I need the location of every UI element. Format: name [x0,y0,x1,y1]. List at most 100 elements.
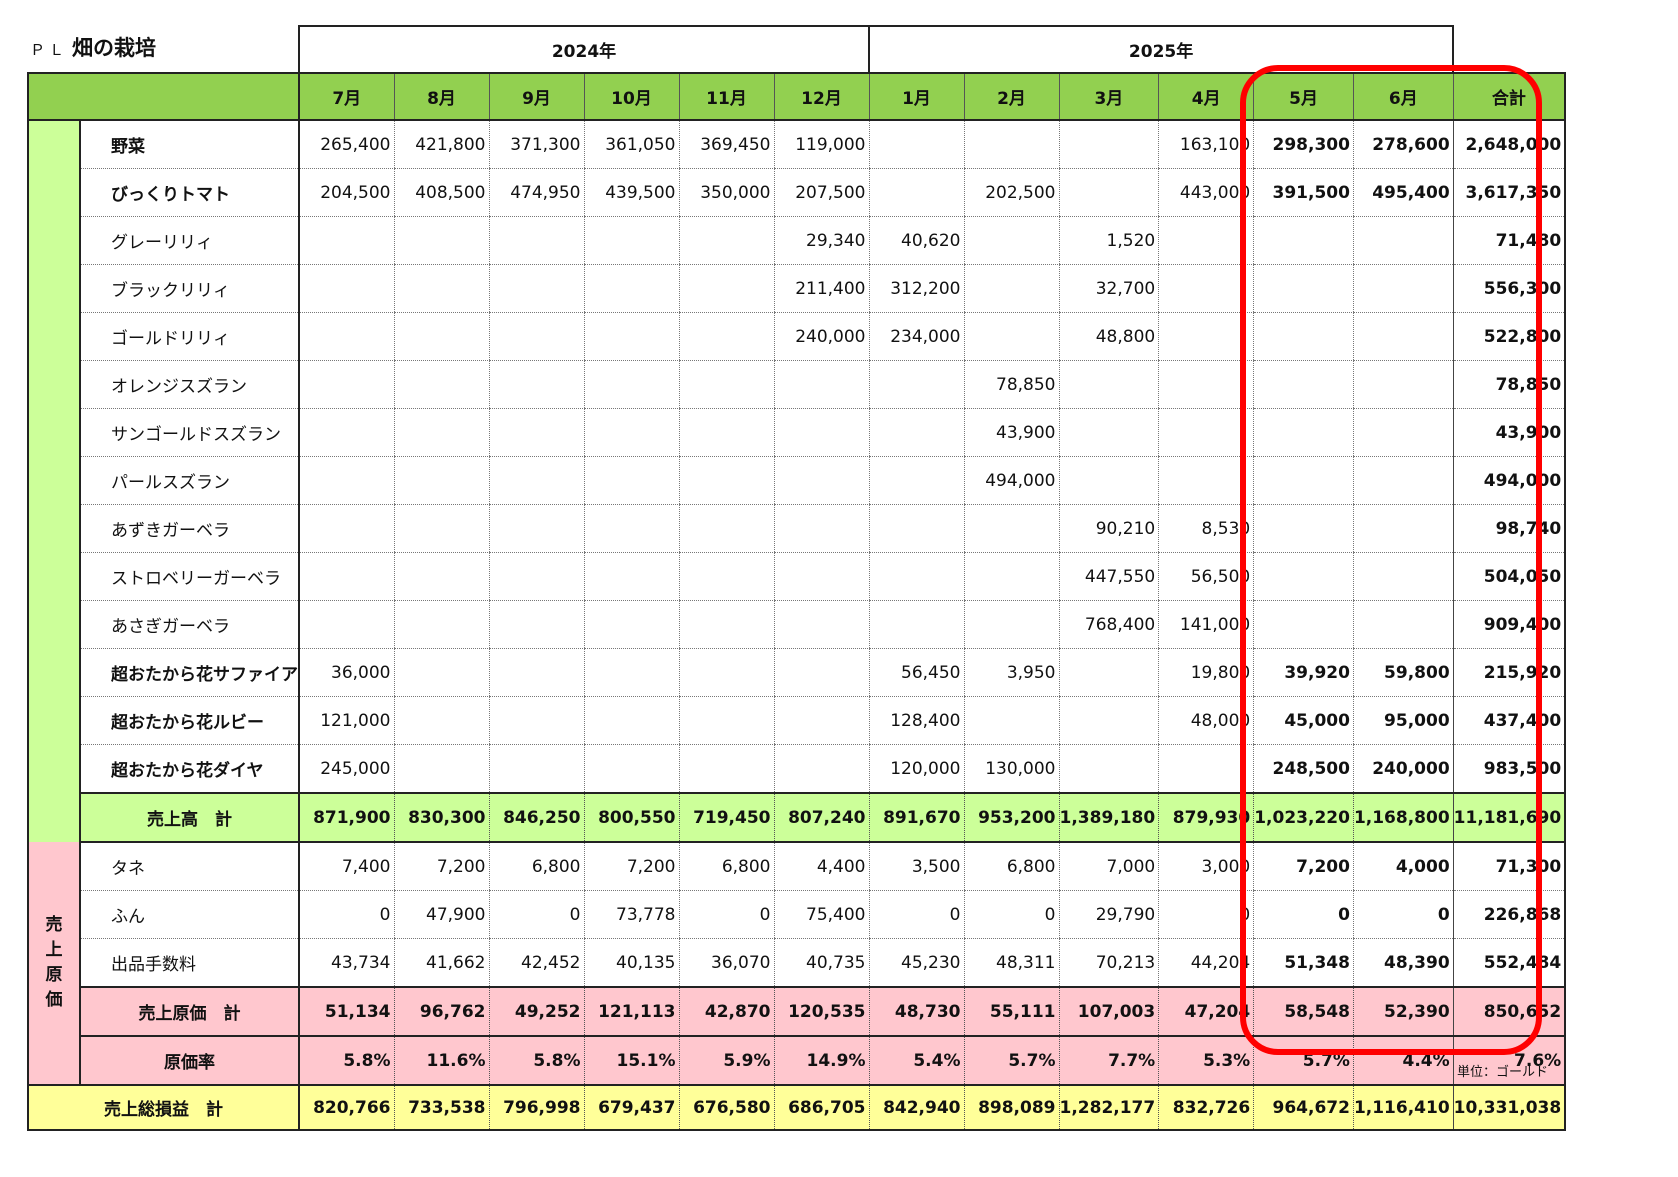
value-cell [393,312,489,361]
value-cell: 5.8% [298,1035,394,1086]
value-cell [868,408,964,457]
row-label: 超おたから花サファイア [80,648,300,697]
value-cell [1058,360,1159,409]
value-cell: 51,134 [298,986,394,1037]
total-header: 合計 [1452,72,1567,121]
value-cell: 408,500 [393,168,489,217]
value-cell: 5.8% [488,1035,584,1086]
value-cell [393,504,489,553]
value-cell [488,744,584,794]
value-cell: 19,800 [1158,648,1254,697]
row-label: オレンジスズラン [80,360,300,409]
value-cell: 211,400 [773,264,869,313]
value-cell: 447,550 [1058,552,1159,601]
value-cell: 1,116,410 [1352,1085,1454,1131]
month-header: 3月 [1058,72,1160,121]
value-cell: 5.7% [963,1035,1059,1086]
value-cell: 733,538 [393,1085,489,1131]
value-cell [1253,504,1354,553]
value-cell [1058,648,1159,697]
year-2024-header: 2024年 [298,25,870,74]
value-cell [1352,504,1454,553]
value-cell: 70,213 [1058,938,1159,988]
value-cell: 443,000 [1158,168,1254,217]
row-label: 売上高 計 [80,792,300,843]
value-cell: 47,204 [1158,986,1254,1037]
value-cell [1158,408,1254,457]
value-cell: 234,000 [868,312,964,361]
value-cell: 796,998 [488,1085,584,1131]
value-cell: 1,520 [1058,216,1159,265]
value-cell: 0 [1352,890,1454,939]
value-cell [488,696,584,745]
value-cell: 0 [868,890,964,939]
row-total-cell: 98,740 [1452,504,1567,553]
value-cell: 48,311 [963,938,1059,988]
value-cell: 141,000 [1158,600,1254,649]
value-cell: 421,800 [393,120,489,169]
sales-row: グレーリリィ 29,340 40,620 1,520 71,480 [28,216,1567,265]
row-label: びっくりトマト [80,168,300,217]
cost-row: 出品手数料 43,734 41,662 42,452 40,135 36,070 40,73… [28,938,1567,988]
value-cell: 29,340 [773,216,869,265]
value-cell: 39,920 [1253,648,1354,697]
value-cell: 207,500 [773,168,869,217]
value-cell [773,648,869,697]
sales-category-band [27,120,81,842]
value-cell: 56,450 [868,648,964,697]
sales-row: パールスズラン 494,000 494,000 [28,456,1567,505]
row-total-cell: 71,480 [1452,216,1567,265]
value-cell: 45,230 [868,938,964,988]
row-total-cell: 3,617,350 [1452,168,1567,217]
row-label: 原価率 [80,1035,300,1086]
value-cell: 44,204 [1158,938,1254,988]
value-cell: 96,762 [393,986,489,1037]
value-cell: 8,530 [1158,504,1254,553]
value-cell [583,216,679,265]
row-total-cell: 78,850 [1452,360,1567,409]
value-cell: 0 [1158,890,1254,939]
value-cell [678,312,774,361]
value-cell: 265,400 [298,120,394,169]
row-label: ゴールドリリィ [80,312,300,361]
value-cell: 40,620 [868,216,964,265]
value-cell [393,408,489,457]
value-cell: 898,089 [963,1085,1059,1131]
row-label: パールスズラン [80,456,300,505]
value-cell [488,312,584,361]
month-header: 2月 [963,72,1060,121]
row-label: 売上原価 計 [80,986,300,1037]
value-cell [1058,168,1159,217]
row-label: 超おたから花ルビー [80,696,300,745]
value-cell: 391,500 [1253,168,1354,217]
value-cell [1253,312,1354,361]
value-cell [583,456,679,505]
sales-row: びっくりトマト 204,500 408,500 474,950 439,500 350,0… [28,168,1567,217]
value-cell: 5.3% [1158,1035,1254,1086]
value-cell [393,648,489,697]
value-cell [1352,360,1454,409]
unit-note: 単位：ゴールド [1456,1065,1548,1080]
value-cell: 240,000 [1352,744,1454,794]
month-header: 1月 [868,72,965,121]
value-cell: 6,800 [963,841,1059,891]
value-cell [488,552,584,601]
month-header: 5月 [1253,72,1354,121]
row-label: タネ [80,841,300,891]
title-prefix: ＰＬ [30,41,69,59]
sales-row: 超おたから花ダイヤ 245,000 120,000 130,000 248,500 240… [28,744,1567,794]
row-total-cell: 71,300 [1452,841,1567,891]
value-cell: 7,000 [1058,841,1159,891]
value-cell: 676,580 [678,1085,774,1131]
value-cell: 248,500 [1253,744,1354,794]
value-cell: 1,389,180 [1058,792,1159,843]
value-cell [963,696,1059,745]
value-cell: 52,390 [1352,986,1454,1037]
sales-total-row: 売上高 計 871,900 830,300 846,250 800,550 719,450… [28,792,1567,843]
value-cell [1352,312,1454,361]
value-cell [298,504,394,553]
value-cell [678,408,774,457]
value-cell: 240,000 [773,312,869,361]
value-cell [298,312,394,361]
value-cell [298,552,394,601]
